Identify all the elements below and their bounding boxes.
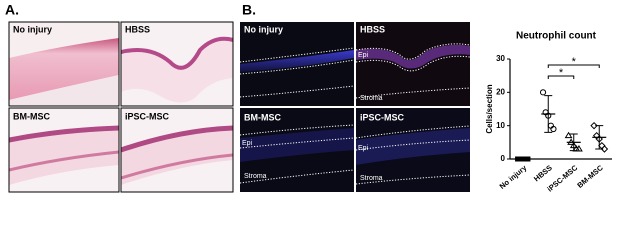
fluorescence-image	[355, 22, 471, 106]
histology-image	[121, 108, 233, 192]
significance-bracket	[547, 75, 575, 79]
image-frame	[8, 21, 120, 107]
chart-title: Neutrophil count	[516, 31, 597, 42]
histology-image	[121, 22, 233, 106]
data-point	[539, 89, 547, 96]
data-point	[575, 145, 583, 152]
fluorescence-image	[239, 22, 355, 106]
fluorescence-image	[239, 108, 355, 192]
error-bar	[544, 95, 553, 133]
y-tick-label: 0	[501, 154, 506, 163]
region-label: Stroma	[360, 95, 383, 102]
data-point	[564, 131, 573, 139]
image-label: BM-MSC	[13, 111, 50, 121]
error-bar	[595, 125, 604, 150]
image-label: No injury	[244, 24, 283, 34]
data-point	[590, 121, 598, 130]
y-tick-label: 30	[496, 54, 505, 63]
data-point	[600, 145, 609, 153]
significance-bracket	[547, 64, 600, 68]
panel-label: A.	[5, 2, 19, 18]
significance-label: *	[559, 67, 564, 79]
y-tick-label: 20	[496, 87, 505, 96]
y-axis-label: Cells/section	[485, 84, 494, 133]
x-tick-label: BM-MSC	[575, 163, 605, 190]
image-label: iPSC-MSC	[125, 111, 170, 121]
y-tick-label: 10	[496, 121, 505, 130]
image-label: No injury	[13, 24, 52, 34]
panel-label: B.	[242, 2, 256, 18]
image-frame	[8, 107, 120, 193]
error-bar	[569, 133, 578, 152]
region-label: Epi	[358, 52, 369, 59]
histology-image	[9, 108, 119, 192]
data-point	[550, 125, 557, 133]
region-label: Stroma	[244, 173, 267, 180]
image-label: iPSC-MSC	[360, 112, 405, 122]
image-frame	[120, 107, 234, 193]
image-label: HBSS	[360, 24, 385, 34]
image-frame	[120, 21, 234, 107]
image-label: BM-MSC	[244, 112, 281, 122]
histology-image	[9, 22, 119, 106]
region-label: Stroma	[360, 175, 383, 182]
x-tick-label: HBSS	[532, 163, 554, 183]
region-label: Epi	[358, 145, 369, 152]
x-tick-label: No injury	[498, 163, 529, 191]
significance-label: *	[572, 56, 577, 68]
image-label: HBSS	[125, 24, 150, 34]
figure: A. No injury HBSS BM-MSC iPSC-MSC B. No …	[5, 2, 612, 194]
region-label: Epi	[242, 140, 253, 147]
fluorescence-image	[355, 108, 471, 192]
